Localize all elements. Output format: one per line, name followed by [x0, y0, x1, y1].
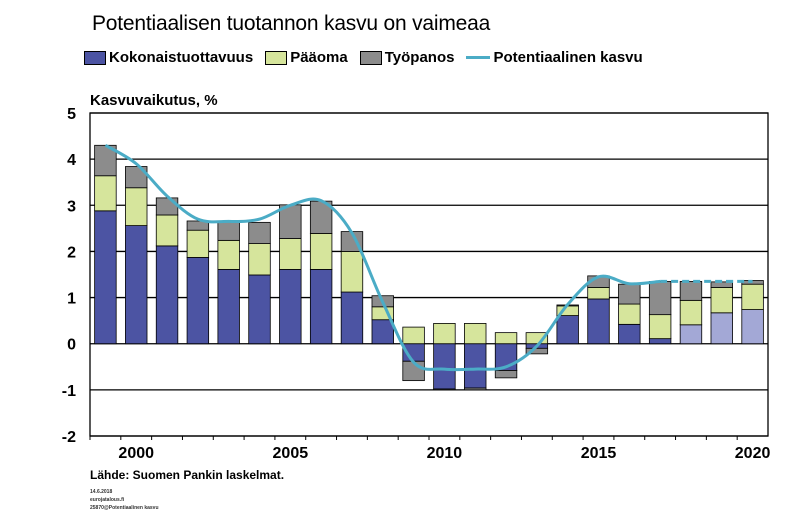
y-axis-label: Kasvuvaikutus, % — [90, 92, 218, 109]
bar-segment — [433, 388, 456, 391]
bar-segment — [494, 370, 518, 379]
bar-segment — [741, 283, 764, 310]
bar-segment — [94, 210, 117, 345]
x-tick-label: 2020 — [735, 445, 771, 462]
legend-item-paaoma: Pääoma — [265, 49, 348, 66]
potential-growth-line — [104, 143, 661, 372]
x-tick-label: 2015 — [581, 445, 617, 462]
bar-segment — [155, 197, 179, 216]
bar-segment — [433, 323, 456, 345]
legend-item-potentiaalinen-kasvu: Potentiaalinen kasvu — [466, 49, 643, 66]
bar-segment — [433, 343, 456, 390]
bar-segment — [309, 269, 333, 345]
bar-segment — [741, 280, 764, 285]
legend-item-tyopanos: Työpanos — [359, 49, 455, 66]
bar-segment — [710, 287, 733, 314]
y-tick-label: 2 — [67, 244, 76, 261]
bar-segment — [217, 269, 240, 345]
bar-segment — [648, 314, 672, 340]
y-tick-label: 5 — [67, 106, 76, 123]
legend-label: Potentiaalinen kasvu — [493, 49, 643, 66]
source-note: Lähde: Suomen Pankin laskelmat. — [90, 468, 285, 482]
legend-label: Pääoma — [290, 49, 348, 66]
x-tick-label: 2000 — [118, 445, 154, 462]
bar-segment — [402, 326, 425, 345]
bar-segment — [279, 238, 302, 270]
meta-date: 14.6.2018 — [90, 489, 113, 495]
bar-segment — [618, 283, 641, 305]
bar-segment — [679, 281, 703, 301]
bar-segment — [587, 287, 610, 300]
bar-segment — [155, 245, 179, 345]
bar-segment — [186, 220, 210, 231]
y-tick-label: 4 — [67, 152, 76, 169]
y-tick-label: 0 — [67, 337, 76, 354]
legend-swatch — [84, 50, 106, 65]
bar-segment — [125, 166, 148, 189]
chart-title: Potentiaalisen tuotannon kasvu on vaimea… — [92, 12, 491, 35]
bar-segment — [279, 269, 302, 345]
bar-segment — [679, 299, 703, 326]
bar-segment — [248, 274, 271, 345]
bar-segment — [587, 298, 610, 345]
bar-segment — [679, 324, 703, 345]
bar-segment — [125, 225, 148, 345]
bar-segment — [371, 319, 394, 345]
y-tick-label: -2 — [62, 429, 76, 446]
bar-segment — [710, 312, 733, 345]
bar-segment — [340, 251, 364, 293]
x-tick-label: 2005 — [273, 445, 309, 462]
meta-site: eurojatalous.fi — [90, 497, 125, 503]
bar-segment — [741, 309, 764, 345]
bar-segment — [125, 187, 148, 226]
bar-segment — [340, 291, 364, 345]
bar-segment — [217, 221, 240, 241]
bar-segment — [94, 175, 117, 212]
bar-segment — [494, 332, 518, 345]
bar-segment — [618, 303, 641, 325]
bar-segment — [556, 315, 579, 345]
bar-segment — [248, 243, 271, 276]
bar-segment — [525, 332, 549, 345]
y-tick-label: 3 — [67, 198, 76, 215]
bar-segment — [648, 281, 672, 316]
x-tick-label: 2010 — [427, 445, 463, 462]
bar-segment — [464, 343, 487, 389]
legend-item-kokonaistuottavuus: Kokonaistuottavuus — [84, 49, 253, 66]
legend-line-swatch — [466, 56, 491, 59]
bar-segment — [648, 338, 672, 345]
bar-segment — [464, 387, 487, 391]
legend: Kokonaistuottavuus Pääoma Työpanos Poten… — [84, 49, 643, 66]
bar-segment — [155, 214, 179, 247]
y-tick-label: 1 — [67, 291, 76, 308]
bar-segment — [186, 257, 210, 345]
bar-segment — [618, 323, 641, 345]
bar-segment — [248, 221, 271, 244]
legend-label: Kokonaistuottavuus — [109, 49, 254, 66]
legend-label: Työpanos — [384, 49, 455, 66]
bar-segment — [186, 229, 210, 258]
y-tick-label: -1 — [62, 383, 76, 400]
bar-segment — [217, 239, 240, 270]
legend-swatch — [265, 50, 288, 65]
bar-segment — [309, 233, 333, 270]
legend-swatch — [359, 50, 382, 65]
bar-segment — [464, 323, 487, 345]
meta-id: 25870@Potentiaalinen kasvu — [90, 505, 159, 511]
bar-segment — [525, 347, 549, 355]
